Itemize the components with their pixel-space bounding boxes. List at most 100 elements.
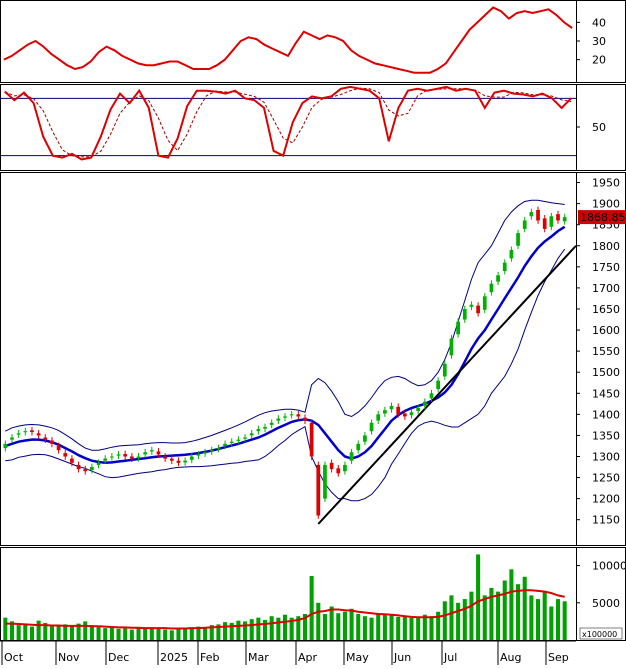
volume-bar <box>483 595 487 640</box>
candle-body <box>30 430 34 432</box>
price-axis-tick-label: 1450 <box>592 387 620 400</box>
price-axis-tick-label: 1600 <box>592 324 620 337</box>
candle-body <box>350 452 354 460</box>
candle-body <box>470 305 474 307</box>
candle-body <box>510 250 514 258</box>
volume-bar <box>116 629 120 640</box>
volume-bar <box>23 624 27 640</box>
price-axis-tick-label: 1950 <box>592 177 620 190</box>
volume-bar <box>363 616 367 640</box>
candle-body <box>57 446 61 450</box>
volume-bar <box>523 577 527 640</box>
x-axis-tick-label: Jul <box>443 651 457 664</box>
candle-body <box>516 233 520 246</box>
candle-body <box>336 468 340 473</box>
candle-body <box>549 216 553 227</box>
candle-body <box>243 438 247 439</box>
candle-body <box>396 407 400 415</box>
candle-body <box>183 461 187 463</box>
candle-body <box>77 465 81 469</box>
candle-body <box>257 429 261 431</box>
volume-bar <box>3 618 7 640</box>
volume-bar <box>223 622 227 640</box>
price-axis-tick-label: 1900 <box>592 198 620 211</box>
candle-body <box>43 438 47 440</box>
volume-bar <box>30 627 34 640</box>
volume-bar <box>110 627 114 640</box>
candle-body <box>463 309 467 320</box>
candle-body <box>476 306 480 314</box>
adx-axis-tick-label: 20 <box>592 54 606 67</box>
volume-bar <box>323 614 327 640</box>
candle-body <box>83 469 87 471</box>
adx-line <box>4 8 572 73</box>
candle-body <box>363 435 367 441</box>
volume-bar <box>130 630 134 640</box>
x-axis-tick-label: May <box>346 651 369 664</box>
price-axis-tick-label: 1650 <box>592 303 620 316</box>
volume-bar <box>156 629 160 640</box>
bollinger-middle-band <box>5 227 564 463</box>
volume-bar <box>37 621 41 640</box>
candle-body <box>117 454 121 455</box>
candle-body <box>276 419 280 421</box>
candle-body <box>10 438 14 440</box>
price-pane: 1150120012501300135014001450150015501600… <box>1 172 626 546</box>
volume-bar <box>343 612 347 640</box>
x-axis-tick-label: Feb <box>200 651 219 664</box>
volume-bar <box>503 580 507 640</box>
price-axis-tick-label: 1200 <box>592 493 620 506</box>
x-axis-tick-label: Nov <box>58 651 80 664</box>
x-axis-tick-label: Mar <box>248 651 269 664</box>
volume-bar <box>316 603 320 640</box>
volume-bar <box>476 554 480 640</box>
price-axis-tick-label: 1250 <box>592 472 620 485</box>
price-axis-tick-label: 1800 <box>592 240 620 253</box>
volume-bar <box>283 615 287 640</box>
support-trendline <box>318 246 576 524</box>
candle-body <box>63 453 67 456</box>
candle-body <box>123 454 127 457</box>
volume-bar <box>543 592 547 640</box>
volume-moving-average <box>5 590 564 628</box>
last-price-label: 1868.850 <box>580 211 626 224</box>
candle-body <box>197 454 201 455</box>
volume-bar <box>17 625 21 640</box>
candle-body <box>323 465 327 499</box>
volume-bar <box>123 628 127 640</box>
volume-bar <box>150 629 154 640</box>
adx-axis-tick-label: 40 <box>592 16 606 29</box>
candle-body <box>177 461 181 463</box>
candle-body <box>330 463 334 469</box>
candle-body <box>503 263 507 271</box>
volume-bar <box>396 617 400 640</box>
candle-body <box>496 275 500 281</box>
volume-bar <box>423 615 427 640</box>
volume-bar <box>403 616 407 640</box>
volume-bar <box>356 614 360 640</box>
volume-bar <box>103 628 107 640</box>
x-axis-tick-label: Aug <box>500 651 521 664</box>
candle-body <box>203 452 207 453</box>
volume-bar <box>83 621 87 640</box>
volume-bar <box>276 618 280 640</box>
stochastic-axis-tick-label: 50 <box>592 121 606 134</box>
volume-bar <box>469 592 473 640</box>
candle-body <box>137 456 141 458</box>
candle-body <box>556 214 560 220</box>
candle-body <box>217 448 221 449</box>
candle-body <box>456 322 460 335</box>
bollinger-lower-band <box>5 249 564 501</box>
volume-bar <box>243 621 247 640</box>
candle-body <box>563 217 567 221</box>
candle-body <box>223 444 227 446</box>
candle-body <box>97 463 101 465</box>
price-axis-tick-label: 1700 <box>592 282 620 295</box>
candle-body <box>230 442 234 443</box>
volume-bar <box>250 619 254 640</box>
candle-body <box>303 418 307 421</box>
stochastic-pane: 50 <box>0 84 626 171</box>
candle-body <box>543 218 547 229</box>
